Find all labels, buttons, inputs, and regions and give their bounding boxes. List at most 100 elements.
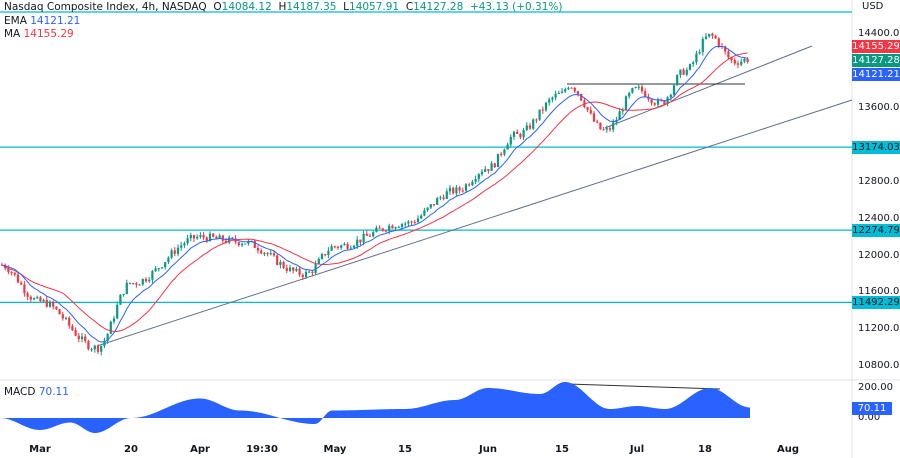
candle-body [599, 122, 602, 130]
candle-body [192, 234, 196, 239]
candle-body [314, 264, 317, 274]
candle-body [125, 282, 128, 294]
candle-body [455, 187, 458, 194]
price-tag: 14127.28 [852, 54, 900, 67]
candle-body [256, 247, 260, 251]
candle-body [688, 64, 692, 70]
candle-body [576, 91, 580, 94]
symbol-title: Nasdaq Composite Index, 4h, NASDAQ [4, 1, 207, 13]
candle-body [669, 94, 672, 98]
candle-body [45, 299, 48, 307]
candle-body [612, 122, 615, 130]
candle-body [413, 222, 416, 224]
candle-body [87, 341, 90, 350]
candle-body [202, 234, 205, 238]
y-tick-label: 14400.00 [858, 28, 900, 39]
candle-body [471, 181, 474, 186]
candle-body [500, 153, 503, 155]
candle-body [621, 109, 624, 112]
candle-body [695, 53, 698, 63]
candle-body [138, 284, 141, 286]
candle-body [154, 268, 157, 272]
macd-label: MACD [4, 386, 36, 398]
price-tag: 14121.21 [852, 68, 900, 81]
candle-body [215, 236, 218, 239]
candle-body [496, 153, 500, 168]
level-price-tag: 13174.03 [852, 141, 900, 155]
candle-body [320, 254, 324, 259]
candle-body [93, 345, 96, 350]
candle-body [269, 253, 272, 255]
candle-body [570, 87, 573, 89]
candle-body [429, 204, 432, 208]
candle-body [586, 107, 589, 110]
candle-body [183, 243, 186, 246]
candle-body [484, 169, 487, 172]
y-tick-label: 12800.00 [858, 175, 900, 187]
candle-body [266, 252, 269, 255]
ema-legend[interactable]: EMA 14121.21 [4, 15, 80, 27]
candle-body [52, 301, 55, 307]
candle-body [141, 278, 144, 285]
candle-body [426, 207, 429, 211]
x-tick-label: 20 [124, 444, 138, 455]
candle-body [448, 187, 452, 192]
candle-body [247, 240, 250, 244]
macd-price-tag: 70.11 [852, 401, 892, 415]
candle-body [557, 92, 560, 94]
candle-body [653, 103, 656, 105]
candle-body [55, 306, 58, 310]
candle-body [480, 171, 484, 175]
candle-body [224, 240, 228, 243]
ema-value: 14121.21 [30, 15, 81, 27]
candle-body [205, 237, 208, 242]
candle-body [106, 333, 109, 341]
currency-label[interactable]: USD [862, 1, 884, 12]
candle-body [704, 36, 708, 39]
candle-body [736, 63, 740, 65]
candle-body [199, 234, 202, 237]
candle-body [260, 250, 263, 254]
ma-line [1, 52, 748, 333]
ma-legend[interactable]: MA 14155.29 [4, 28, 74, 40]
y-tick-label: 10800.00 [858, 360, 900, 372]
candle-body [356, 239, 359, 246]
candle-body [506, 144, 509, 150]
candle-body [679, 69, 682, 75]
candle-body [128, 282, 132, 284]
x-tick-label: 19:30 [246, 444, 278, 455]
macd-area [0, 382, 750, 433]
candle-body [544, 102, 548, 111]
candle-body [701, 38, 704, 53]
candle-body [493, 163, 496, 168]
candle-body [519, 133, 522, 138]
macd-legend[interactable]: MACD 70.11 [4, 386, 69, 398]
candle-body [180, 245, 183, 248]
open-value: 14084.12 [221, 1, 272, 13]
candle-body [375, 227, 378, 233]
x-tick-label: 18 [698, 444, 712, 455]
candle-body [157, 268, 160, 270]
candle-body [436, 198, 439, 205]
candle-body [20, 282, 23, 285]
candle-body [525, 125, 528, 131]
candle-body [80, 336, 84, 340]
candle-body [84, 336, 87, 342]
candle-body [628, 92, 631, 97]
candle-body [132, 283, 135, 285]
candle-body [295, 268, 298, 271]
candle-body [26, 293, 29, 297]
candle-body [432, 204, 436, 206]
candle-body [644, 91, 647, 97]
candle-body [317, 258, 320, 265]
candle-body [439, 197, 442, 199]
price-tag: 14155.29 [852, 40, 900, 53]
candle-body [279, 261, 282, 265]
candle-body [48, 301, 52, 307]
candle-body [548, 99, 551, 103]
candle-body [685, 69, 688, 75]
candle-body [727, 51, 730, 58]
candle-body [208, 233, 212, 242]
